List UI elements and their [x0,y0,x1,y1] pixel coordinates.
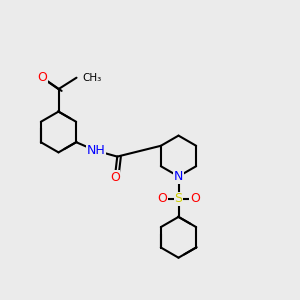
Text: O: O [157,192,167,206]
Text: O: O [190,192,200,206]
Text: O: O [37,71,47,84]
Text: NH: NH [86,144,105,157]
Text: O: O [110,170,120,184]
Text: S: S [175,192,182,206]
Text: N: N [174,170,183,183]
Text: CH₃: CH₃ [82,73,101,83]
